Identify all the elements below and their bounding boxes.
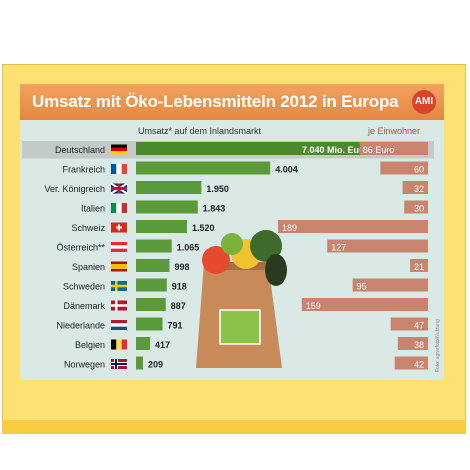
country-label: Deutschland (55, 145, 105, 155)
flag-uk-icon (110, 182, 128, 195)
capita-value-label: 47 (414, 321, 424, 331)
flag-it-icon (111, 203, 127, 213)
capita-value-label: 86 Euro (363, 145, 395, 155)
chart-title: Umsatz mit Öko-Lebensmitteln 2012 in Eur… (32, 92, 399, 111)
capita-value-label: 30 (414, 204, 424, 214)
country-label: Spanien (72, 262, 105, 272)
flag-no-icon (111, 359, 127, 369)
sales-value-label: 1.065 (177, 243, 200, 253)
sales-value-label: 1.520 (192, 223, 215, 233)
country-label: Schweden (63, 282, 105, 292)
sales-value-label: 1.843 (203, 204, 226, 214)
sales-bar (136, 220, 187, 233)
capita-value-label: 21 (414, 262, 424, 272)
sales-column-header: Umsatz* auf dem Inlandsmarkt (138, 126, 262, 136)
sales-value-label: 7.040 Mio. Euro (302, 145, 369, 155)
flag-nl-icon (111, 320, 127, 330)
capita-bar (380, 161, 428, 175)
country-label: Norwegen (64, 360, 105, 370)
sales-value-label: 4.004 (275, 165, 298, 175)
capita-bar (397, 337, 428, 350)
capita-bar (327, 239, 428, 253)
sales-value-label: 209 (148, 360, 163, 370)
country-label: Schweiz (71, 223, 105, 233)
capita-value-label: 42 (414, 360, 424, 370)
sales-value-label: 918 (172, 282, 187, 292)
sales-bar (136, 278, 167, 292)
capita-value-label: 60 (414, 165, 424, 175)
capita-value-label: 38 (414, 340, 424, 350)
sales-value-label: 887 (171, 301, 186, 311)
sales-bar (136, 161, 271, 175)
capita-bar (394, 356, 428, 370)
capita-bar (410, 259, 428, 272)
flag-es-icon (111, 261, 127, 272)
capita-column-header: je Einwohner (367, 126, 420, 136)
sales-bar (136, 317, 163, 331)
flag-fr-icon (111, 164, 127, 174)
pepper (265, 254, 287, 286)
country-label: Niederlande (56, 321, 105, 331)
apple (221, 233, 243, 255)
chart-svg: Umsatz* auf dem Inlandsmarkt je Einwohner… (22, 126, 441, 372)
frame-bottom-edge (2, 420, 466, 434)
sales-bar (136, 200, 198, 214)
flag-se-icon (111, 281, 127, 291)
sales-bar (136, 356, 144, 370)
capita-value-label: 32 (414, 184, 424, 194)
vegetable-bag-illustration (196, 230, 287, 368)
eu-organic-logo (219, 309, 261, 345)
ami-logo: AMI (412, 90, 436, 114)
tomato (202, 246, 230, 274)
country-label: Italien (81, 204, 105, 214)
capita-value-label: 127 (331, 243, 346, 253)
header-bar: Umsatz mit Öko-Lebensmitteln 2012 in Eur… (20, 84, 444, 120)
flag-be-icon (111, 339, 127, 350)
capita-bar (390, 317, 428, 331)
flag-ch-icon (111, 222, 127, 233)
sales-bar (136, 181, 202, 194)
capita-bar (278, 220, 428, 233)
capita-bar (404, 200, 428, 214)
capita-bar (359, 142, 428, 155)
sales-value-label: 417 (155, 340, 170, 350)
country-label: Belgien (75, 340, 105, 350)
sales-bar (136, 298, 166, 311)
flag-dk-icon (111, 300, 127, 311)
sales-bar (136, 239, 172, 253)
country-label: Dänemark (63, 301, 105, 311)
sales-value-label: 791 (168, 321, 183, 331)
capita-value-label: 159 (306, 301, 321, 311)
sales-bar (136, 142, 372, 155)
capita-value-label: 95 (357, 282, 367, 292)
photo-credit: Foto: agrarfoto/Nutzung (435, 319, 441, 372)
capita-value-label: 189 (282, 223, 297, 233)
capita-bar (301, 298, 428, 311)
capita-bar (402, 181, 428, 194)
country-label: Frankreich (62, 165, 105, 175)
country-label: Österreich** (56, 243, 105, 253)
sales-value-label: 1.950 (206, 184, 229, 194)
flag-de-icon (111, 144, 127, 155)
sales-bar (136, 259, 170, 272)
sales-bar (136, 337, 150, 350)
capita-bar (352, 278, 428, 292)
broccoli (250, 230, 282, 262)
flag-at-icon (111, 242, 127, 252)
infographic-card: Umsatz mit Öko-Lebensmitteln 2012 in Eur… (20, 84, 444, 380)
country-label: Ver. Königreich (44, 184, 105, 194)
sales-value-label: 998 (174, 262, 189, 272)
